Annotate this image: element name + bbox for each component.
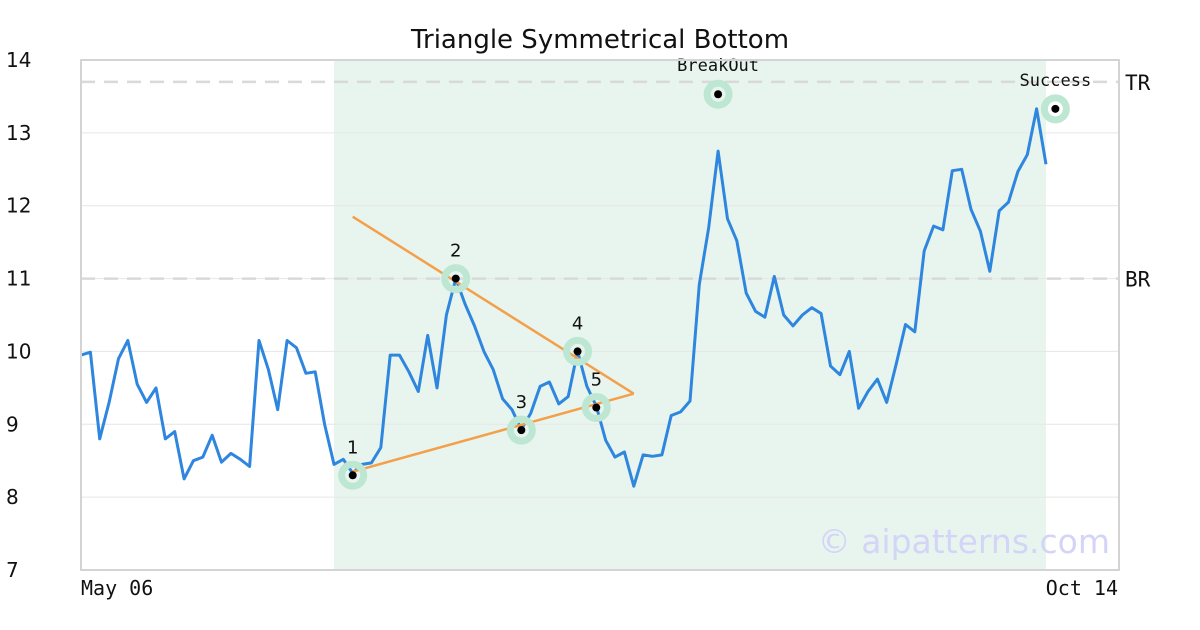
y-tick-label: 7 xyxy=(6,558,19,582)
pattern-region-layer xyxy=(333,60,1046,570)
success-label: Success xyxy=(1020,71,1092,91)
pattern-point-2-ring xyxy=(441,264,471,294)
pattern-region xyxy=(333,60,1046,570)
pattern-point-label: 5 xyxy=(591,370,602,391)
y-tick-label: 11 xyxy=(6,267,31,291)
marker-layer: 1 2 3 4 5 BreakOut Success xyxy=(338,56,1092,490)
level-label: TR xyxy=(1125,71,1151,95)
level-label: BR xyxy=(1125,268,1151,292)
success-marker-ring xyxy=(1040,94,1070,124)
level-layer: TR BR xyxy=(81,71,1151,292)
pattern-point-2-dot xyxy=(451,274,460,283)
pattern-point-3-dot xyxy=(517,426,526,435)
y-tick-label: 8 xyxy=(6,485,19,509)
pattern-point-label: 2 xyxy=(450,241,461,262)
breakout-marker-ring xyxy=(703,79,733,109)
triangle-upper-trendline xyxy=(352,215,635,395)
y-tick-label: 13 xyxy=(6,121,31,145)
x-tick-label-start: May 06 xyxy=(81,576,153,600)
breakout-label: BreakOut xyxy=(677,56,759,76)
pattern-point-1-dot xyxy=(348,471,357,480)
pattern-point-4-dot xyxy=(573,347,582,356)
y-axis-ticks: 7 8 9 10 11 12 13 14 xyxy=(6,48,31,582)
y-tick-label: 12 xyxy=(6,194,31,218)
x-axis-ticks: May 06 Oct 14 xyxy=(81,576,1118,600)
y-tick-label: 9 xyxy=(6,412,19,436)
pattern-point-4-ring xyxy=(563,336,593,366)
price-series-line xyxy=(80,107,1048,488)
pattern-point-5-ring xyxy=(581,393,611,423)
pattern-point-label: 4 xyxy=(572,313,583,334)
plot-frame xyxy=(80,59,1120,571)
chart-title: Triangle Symmetrical Bottom xyxy=(410,25,789,55)
y-tick-label: 10 xyxy=(6,339,31,363)
y-tick-label: 14 xyxy=(6,48,31,72)
watermark: © aipatterns.com xyxy=(818,522,1110,561)
pattern-point-1-ring xyxy=(338,460,368,490)
breakout-marker-dot xyxy=(714,90,723,99)
success-marker-dot xyxy=(1051,104,1060,113)
pattern-point-5-dot xyxy=(592,403,601,412)
pattern-point-label: 3 xyxy=(516,392,527,413)
x-tick-label-end: Oct 14 xyxy=(1046,576,1118,600)
pattern-point-3-ring xyxy=(506,415,536,445)
pattern-point-label: 1 xyxy=(347,437,358,458)
